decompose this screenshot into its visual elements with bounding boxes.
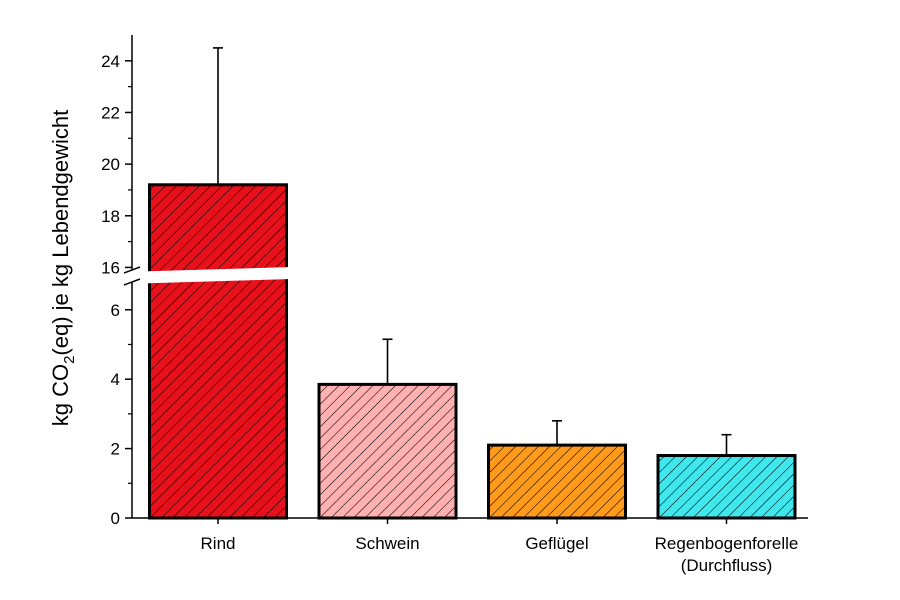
axis-break-mark-upper [123,266,141,274]
x-tick-label-1: Rind [201,534,236,553]
x-tick-label-line: Regenbogenforelle [655,534,799,553]
y-tick-label-6: 6 [111,301,120,320]
y-axis-title: kg CO2(eq) je kg Lebendgewicht [48,110,78,427]
bar-1 [148,183,288,520]
y-tick-label-2: 2 [111,440,120,459]
y-tick-label-20: 20 [101,155,120,174]
x-tick-label-3: Geflügel [525,534,588,553]
axis-break-mark-lower [123,278,141,286]
y-tick-label-24: 24 [101,52,120,71]
axis-break-gap [124,267,292,284]
y-tick-label-16: 16 [101,258,120,277]
y-tick-label-22: 22 [101,103,120,122]
x-tick-label-4: Regenbogenforelle (Durchfluss) [655,534,799,575]
bar-3 [487,443,627,520]
y-tick-label-18: 18 [101,207,120,226]
x-tick-label-line: Geflügel [525,534,588,553]
x-tick-label-line: Schwein [355,534,419,553]
y-tick-label-0: 0 [111,509,120,528]
y-axis-title-part-2: (eq) je kg Lebendgewicht [48,110,73,356]
x-tick-label-line: Rind [201,534,236,553]
y-axis-title-subscript: 2 [61,356,78,364]
bar-2 [317,382,458,520]
y-tick-label-4: 4 [111,370,120,389]
y-axis-title-part-1: kg CO [48,364,73,426]
x-tick-label-2: Schwein [355,534,419,553]
bar-4 [656,454,797,520]
x-tick-label-line: (Durchfluss) [681,556,773,575]
